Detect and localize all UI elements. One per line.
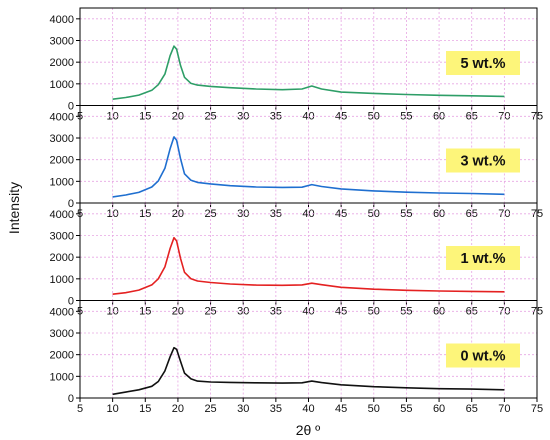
- x-tick-label: 35: [270, 403, 282, 415]
- x-tick-label: 55: [400, 208, 412, 220]
- x-tick-label: 30: [237, 403, 249, 415]
- y-tick-label: 2000: [50, 350, 74, 362]
- y-tick-label: 2000: [50, 252, 74, 264]
- series-badge-label: 0 wt.%: [460, 349, 505, 365]
- x-tick-label: 45: [335, 403, 347, 415]
- chart-panels: 0100020003000400051015202530354045505560…: [50, 7, 543, 415]
- y-tick-label: 4000: [50, 111, 74, 123]
- panel-0-wt-: 0 1000 2000 3000 4000 5 10 15 20 25 30 35 40 45 50 55 60…: [50, 300, 543, 415]
- y-tick-label: 1000: [50, 79, 74, 91]
- y-axis-title: Intensity: [6, 182, 22, 234]
- x-tick-label: 20: [172, 403, 184, 415]
- y-tick-label: 1000: [50, 176, 74, 188]
- x-tick-label: 65: [466, 208, 478, 220]
- y-tick-label: 3000: [50, 231, 74, 243]
- x-tick-label: 30: [237, 208, 249, 220]
- x-tick-label: 65: [466, 306, 478, 318]
- y-tick-label: 2000: [50, 57, 74, 69]
- x-tick-label: 30: [237, 306, 249, 318]
- x-tick-label: 60: [433, 403, 445, 415]
- series-badge: [446, 343, 520, 368]
- x-tick-label: 55: [400, 403, 412, 415]
- y-tick-label: 0: [68, 101, 74, 113]
- x-tick-label: 15: [139, 403, 151, 415]
- x-tick-label: 35: [270, 111, 282, 123]
- series-badge: [446, 246, 520, 270]
- x-tick-label: 60: [433, 111, 445, 123]
- series-line: [112, 136, 505, 198]
- series-badge: [446, 148, 520, 173]
- x-tick-label: 75: [531, 403, 543, 415]
- x-tick-label: 25: [204, 111, 216, 123]
- y-tick-label: 0: [68, 296, 74, 308]
- series-line: [112, 346, 505, 396]
- series-badge-label: 1 wt.%: [460, 251, 505, 267]
- y-tick-label: 0: [68, 198, 74, 210]
- x-tick-label: 5: [77, 403, 83, 415]
- series-line: [112, 236, 505, 295]
- y-tick-label: 3000: [50, 36, 74, 48]
- y-tick-label: 3000: [50, 133, 74, 145]
- series-line: [112, 45, 505, 100]
- x-tick-label: 10: [107, 403, 119, 415]
- y-tick-label: 4000: [50, 209, 74, 221]
- x-tick-label: 60: [433, 208, 445, 220]
- y-tick-label: 1000: [50, 274, 74, 286]
- x-tick-label: 65: [466, 111, 478, 123]
- x-tick-label: 55: [400, 111, 412, 123]
- y-tick-label: 2000: [50, 155, 74, 167]
- x-tick-label: 35: [270, 208, 282, 220]
- x-tick-label: 60: [433, 306, 445, 318]
- series-badge-label: 3 wt.%: [460, 154, 505, 170]
- x-tick-label: 65: [466, 403, 478, 415]
- x-tick-label: 30: [237, 111, 249, 123]
- panel-3-wt-: 0100020003000400051015202530354045505560…: [50, 105, 543, 220]
- y-tick-label: 3000: [50, 328, 74, 340]
- x-axis-title: 2θ º: [296, 422, 321, 438]
- series-badge: [446, 51, 520, 75]
- x-tick-label: 50: [368, 403, 380, 415]
- panel-5-wt-: 0100020003000400051015202530354045505560…: [50, 7, 543, 123]
- x-tick-label: 25: [204, 306, 216, 318]
- x-tick-label: 55: [400, 306, 412, 318]
- x-tick-label: 35: [270, 306, 282, 318]
- y-tick-label: 0: [68, 393, 74, 405]
- x-tick-label: 25: [204, 208, 216, 220]
- series-badge-label: 5 wt.%: [460, 56, 505, 72]
- y-tick-label: 4000: [50, 14, 74, 26]
- y-tick-label: 4000: [50, 306, 74, 318]
- x-tick-label: 40: [302, 403, 314, 415]
- x-tick-label: 25: [204, 403, 216, 415]
- y-tick-label: 1000: [50, 371, 74, 383]
- x-tick-label: 70: [498, 403, 510, 415]
